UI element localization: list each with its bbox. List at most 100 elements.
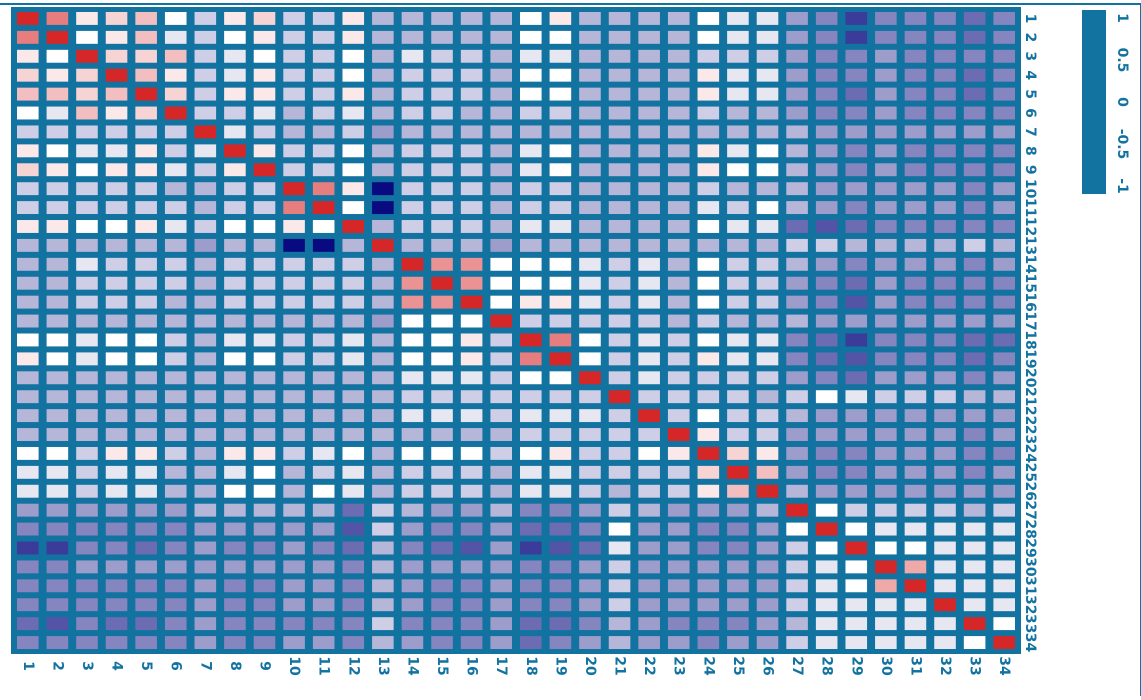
heatmap-cell <box>993 636 1015 649</box>
heatmap-cell <box>460 371 483 385</box>
heatmap-cell <box>135 125 157 139</box>
heatmap-cell <box>667 333 690 347</box>
heatmap-cell <box>105 30 128 44</box>
heatmap-cell <box>76 409 98 423</box>
heatmap-cell <box>549 636 572 649</box>
heatmap-cell <box>904 560 927 574</box>
heatmap-cell <box>875 409 897 423</box>
heatmap-cell <box>372 484 394 498</box>
heatmap-cell <box>312 125 335 139</box>
heatmap-cell <box>786 276 808 290</box>
heatmap-cell <box>638 49 660 63</box>
heatmap-cell <box>845 352 868 366</box>
heatmap-cell <box>549 314 572 328</box>
heatmap-cell <box>638 238 660 252</box>
heatmap-cell <box>283 201 305 215</box>
heatmap-cell <box>963 295 986 309</box>
heatmap-cell <box>135 144 157 158</box>
heatmap-cell <box>135 257 157 271</box>
heatmap-cell <box>372 182 394 196</box>
heatmap-cell <box>312 295 335 309</box>
heatmap-cell <box>105 503 128 517</box>
heatmap-cell <box>727 87 749 101</box>
heatmap-cell <box>46 333 69 347</box>
heatmap-cell <box>845 409 868 423</box>
heatmap-cell <box>253 49 276 63</box>
heatmap-cell <box>372 598 394 612</box>
heatmap-cell <box>520 238 542 252</box>
heatmap-cell <box>164 106 187 120</box>
heatmap-cell <box>401 182 424 196</box>
heatmap-cell <box>815 87 838 101</box>
heatmap-cell <box>520 333 542 347</box>
heatmap-cell <box>342 446 365 460</box>
heatmap-cell <box>756 163 779 177</box>
heatmap-cell <box>342 371 365 385</box>
heatmap-cell <box>164 617 187 631</box>
heatmap-cell <box>904 409 927 423</box>
heatmap-cell <box>845 12 868 25</box>
colorbar-tick-label: -1 <box>1114 178 1130 194</box>
heatmap-cell <box>608 598 631 612</box>
heatmap-cell <box>164 484 187 498</box>
heatmap-cell <box>194 541 217 555</box>
heatmap-cell <box>224 541 246 555</box>
heatmap-cell <box>401 352 424 366</box>
heatmap-cell <box>105 446 128 460</box>
heatmap-cell <box>904 220 927 233</box>
heatmap-cell <box>993 295 1015 309</box>
heatmap-cell <box>963 428 986 441</box>
heatmap-cell <box>135 182 157 196</box>
heatmap-cell <box>283 106 305 120</box>
heatmap-cell <box>845 182 868 196</box>
heatmap-cell <box>934 541 956 555</box>
heatmap-cell <box>460 598 483 612</box>
heatmap-cell <box>46 371 69 385</box>
heatmap-cell <box>135 220 157 233</box>
heatmap-cell <box>638 257 660 271</box>
heatmap-cell <box>490 371 512 385</box>
x-tick-label: 5 <box>138 661 154 671</box>
heatmap-cell <box>934 446 956 460</box>
heatmap-cell <box>875 352 897 366</box>
heatmap-cell <box>579 49 601 63</box>
heatmap-cell <box>934 390 956 404</box>
heatmap-cell <box>342 522 365 536</box>
heatmap-cell <box>520 106 542 120</box>
heatmap-cell <box>875 636 897 649</box>
heatmap-cell <box>845 541 868 555</box>
heatmap-cell <box>105 617 128 631</box>
heatmap-cell <box>283 541 305 555</box>
heatmap-cell <box>194 371 217 385</box>
heatmap-cell <box>431 409 453 423</box>
x-tick-label: 33 <box>967 656 983 675</box>
heatmap-cell <box>460 617 483 631</box>
heatmap-cell <box>490 106 512 120</box>
heatmap-cell <box>342 125 365 139</box>
heatmap-cell <box>135 163 157 177</box>
heatmap-cell <box>401 220 424 233</box>
x-tick-label: 9 <box>257 661 273 671</box>
heatmap-cell <box>490 144 512 158</box>
heatmap-cell <box>520 352 542 366</box>
heatmap-cell <box>520 68 542 82</box>
heatmap-cell <box>194 314 217 328</box>
heatmap-cell <box>845 390 868 404</box>
heatmap-cell <box>756 409 779 423</box>
heatmap-cell <box>194 220 217 233</box>
heatmap-cell <box>342 238 365 252</box>
heatmap-cell <box>667 49 690 63</box>
heatmap-cell <box>727 465 749 479</box>
heatmap-cell <box>845 87 868 101</box>
heatmap-cell <box>667 257 690 271</box>
heatmap-cell <box>697 617 720 631</box>
x-tick-label: 12 <box>345 656 361 675</box>
heatmap-cell <box>520 541 542 555</box>
heatmap-cell <box>904 446 927 460</box>
heatmap-cell <box>164 371 187 385</box>
heatmap-cell <box>608 333 631 347</box>
heatmap-cell <box>17 541 39 555</box>
heatmap-cell <box>46 428 69 441</box>
colorbar-tick-label: 1 <box>1114 13 1130 23</box>
heatmap-cell <box>520 87 542 101</box>
